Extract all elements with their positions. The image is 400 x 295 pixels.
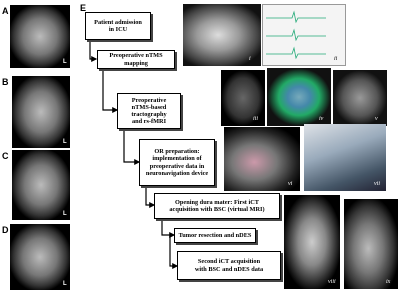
- panel-label: A: [2, 6, 9, 16]
- image-label: v: [375, 116, 378, 122]
- scan-image: [10, 5, 70, 68]
- image-label: viii: [328, 279, 336, 285]
- flow-step: Second iCT acquisition with BSC and nDES …: [177, 251, 281, 280]
- arrow: [169, 236, 179, 269]
- emg-traces: [266, 10, 326, 60]
- side-marker: L: [63, 59, 67, 65]
- arrow: [145, 187, 156, 208]
- step-text: Opening dura mater: First iCT: [175, 198, 259, 206]
- step-text: with BSC and nDES data: [194, 265, 264, 273]
- image-label: iv: [319, 116, 324, 122]
- figure-image: [262, 4, 346, 66]
- panel-label: B: [2, 77, 9, 87]
- step-text: OR preparation:: [154, 148, 200, 156]
- arrow: [161, 220, 176, 238]
- step-text: neuronavigation device: [145, 169, 209, 177]
- side-marker: L: [63, 211, 67, 217]
- arrow: [102, 69, 119, 113]
- scan-image: [12, 76, 70, 148]
- scan-image: [12, 150, 70, 220]
- figure-image: [221, 70, 265, 126]
- figure-image: [284, 195, 340, 289]
- figure-image: [183, 4, 261, 66]
- arrow: [89, 41, 98, 62]
- flow-step: Preoperative nTMS-based tractography and r…: [117, 93, 181, 129]
- flow-step: OR preparation: implementation of preopera…: [139, 139, 215, 186]
- step-text: acquisition with BSC (virtual MRI): [169, 206, 265, 213]
- scan-image: [10, 224, 70, 290]
- image-label: i: [249, 56, 251, 62]
- image-label: ix: [386, 279, 391, 285]
- figure-image: [344, 199, 398, 289]
- image-label: vii: [374, 181, 380, 187]
- step-text: in ICU: [108, 26, 128, 33]
- step-text: Preoperative nTMS: [109, 52, 163, 60]
- panel-label: E: [80, 3, 87, 13]
- trace: [266, 10, 326, 24]
- figure-image: [267, 68, 331, 126]
- image-label: iii: [253, 116, 259, 122]
- step-text: Preoperative: [131, 96, 167, 104]
- figure-image: [304, 124, 386, 191]
- arrow: [123, 130, 141, 165]
- step-text: Second iCT acquisition: [197, 258, 261, 266]
- figure-image: [333, 70, 387, 126]
- flow-step: Tumor resection and nDES: [174, 228, 256, 243]
- flow-step: Opening dura mater: First iCT acquisition…: [154, 193, 280, 219]
- step-text: mapping: [124, 59, 148, 67]
- step-text: implementation of: [152, 155, 202, 163]
- trace: [266, 46, 326, 60]
- panel-label: C: [2, 151, 9, 161]
- figure-image: [224, 127, 300, 191]
- step-text: preoperative data in: [149, 162, 205, 170]
- trace: [266, 28, 326, 42]
- image-label: vi: [288, 181, 293, 187]
- image-label: ii: [334, 56, 338, 62]
- flow-step: Patient admission in ICU: [85, 12, 151, 40]
- side-marker: L: [63, 139, 67, 145]
- step-text: nTMS-based tractography: [131, 103, 167, 118]
- step-text: Tumor resection and nDES: [178, 231, 252, 239]
- flow-step: Preoperative nTMS mapping: [97, 50, 175, 69]
- panel-label: D: [2, 225, 9, 235]
- side-marker: L: [63, 281, 67, 287]
- step-text: and rs-fMRI: [131, 118, 167, 126]
- step-text: Patient admission: [94, 18, 142, 26]
